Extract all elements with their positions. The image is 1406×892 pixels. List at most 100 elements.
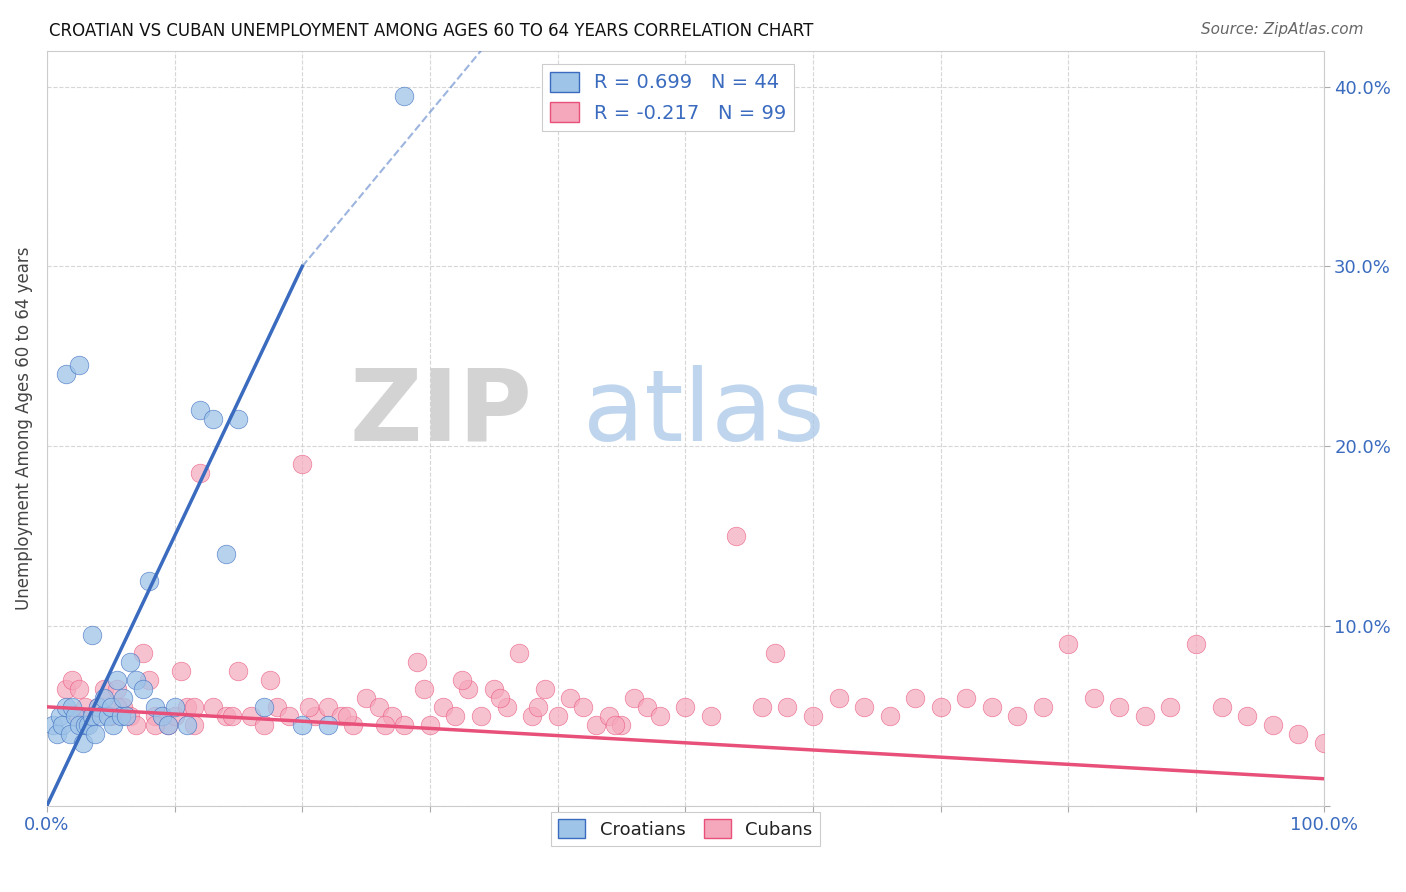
Point xyxy=(354,690,377,705)
Point xyxy=(84,727,107,741)
Point xyxy=(489,690,512,705)
Point xyxy=(188,466,211,480)
Point xyxy=(131,646,153,660)
Point xyxy=(278,708,301,723)
Point xyxy=(42,718,65,732)
Point xyxy=(112,690,135,705)
Point xyxy=(763,646,786,660)
Point xyxy=(253,718,276,732)
Point xyxy=(572,699,595,714)
Point xyxy=(183,699,205,714)
Point xyxy=(598,708,620,723)
Point xyxy=(253,699,276,714)
Point xyxy=(929,699,952,714)
Point xyxy=(75,699,97,714)
Point xyxy=(67,358,90,372)
Point xyxy=(1185,637,1208,651)
Point xyxy=(93,681,115,696)
Point xyxy=(138,574,160,588)
Point xyxy=(394,88,416,103)
Point xyxy=(80,708,103,723)
Point xyxy=(450,673,472,687)
Point xyxy=(55,699,77,714)
Point xyxy=(125,673,148,687)
Point xyxy=(1133,708,1156,723)
Legend: Croatians, Cubans: Croatians, Cubans xyxy=(551,812,820,846)
Point xyxy=(201,412,224,426)
Point xyxy=(55,368,77,382)
Point xyxy=(336,708,359,723)
Point xyxy=(1032,699,1054,714)
Point xyxy=(115,708,138,723)
Point xyxy=(853,699,876,714)
Point xyxy=(105,673,128,687)
Point xyxy=(520,708,543,723)
Point xyxy=(75,718,97,732)
Point xyxy=(163,708,186,723)
Point xyxy=(240,708,263,723)
Point xyxy=(1159,699,1181,714)
Point xyxy=(163,699,186,714)
Point xyxy=(298,699,321,714)
Point xyxy=(304,708,326,723)
Point xyxy=(1211,699,1233,714)
Point xyxy=(188,403,211,417)
Point xyxy=(495,699,517,714)
Point xyxy=(59,727,82,741)
Point xyxy=(105,681,128,696)
Point xyxy=(125,718,148,732)
Point xyxy=(93,690,115,705)
Point xyxy=(138,673,160,687)
Point xyxy=(1261,718,1284,732)
Point xyxy=(374,718,396,732)
Point xyxy=(329,708,352,723)
Point xyxy=(560,690,582,705)
Point xyxy=(610,718,633,732)
Point xyxy=(150,708,173,723)
Point xyxy=(1057,637,1080,651)
Point xyxy=(100,699,122,714)
Point xyxy=(412,681,434,696)
Point xyxy=(228,664,250,678)
Point xyxy=(103,718,125,732)
Point xyxy=(879,708,901,723)
Point xyxy=(89,708,111,723)
Point xyxy=(67,708,90,723)
Point xyxy=(470,708,492,723)
Point xyxy=(170,664,193,678)
Point xyxy=(623,690,645,705)
Point xyxy=(157,718,180,732)
Point xyxy=(112,699,135,714)
Point xyxy=(131,681,153,696)
Point xyxy=(80,628,103,642)
Point xyxy=(508,646,530,660)
Point xyxy=(316,718,339,732)
Point xyxy=(342,718,364,732)
Point xyxy=(527,699,550,714)
Point xyxy=(72,736,94,750)
Point xyxy=(1007,708,1029,723)
Point xyxy=(214,708,236,723)
Point xyxy=(673,699,696,714)
Point xyxy=(776,699,799,714)
Point xyxy=(201,699,224,714)
Point xyxy=(636,699,658,714)
Point xyxy=(585,718,607,732)
Text: Source: ZipAtlas.com: Source: ZipAtlas.com xyxy=(1201,22,1364,37)
Point xyxy=(62,699,84,714)
Point xyxy=(150,708,173,723)
Y-axis label: Unemployment Among Ages 60 to 64 years: Unemployment Among Ages 60 to 64 years xyxy=(15,246,32,610)
Point xyxy=(63,708,86,723)
Point xyxy=(904,690,927,705)
Point xyxy=(80,708,103,723)
Point xyxy=(62,673,84,687)
Point xyxy=(648,708,671,723)
Point xyxy=(291,457,314,471)
Point xyxy=(87,699,110,714)
Point xyxy=(145,718,167,732)
Point xyxy=(316,699,339,714)
Text: CROATIAN VS CUBAN UNEMPLOYMENT AMONG AGES 60 TO 64 YEARS CORRELATION CHART: CROATIAN VS CUBAN UNEMPLOYMENT AMONG AGE… xyxy=(49,22,814,40)
Point xyxy=(228,412,250,426)
Point xyxy=(176,718,198,732)
Point xyxy=(534,681,557,696)
